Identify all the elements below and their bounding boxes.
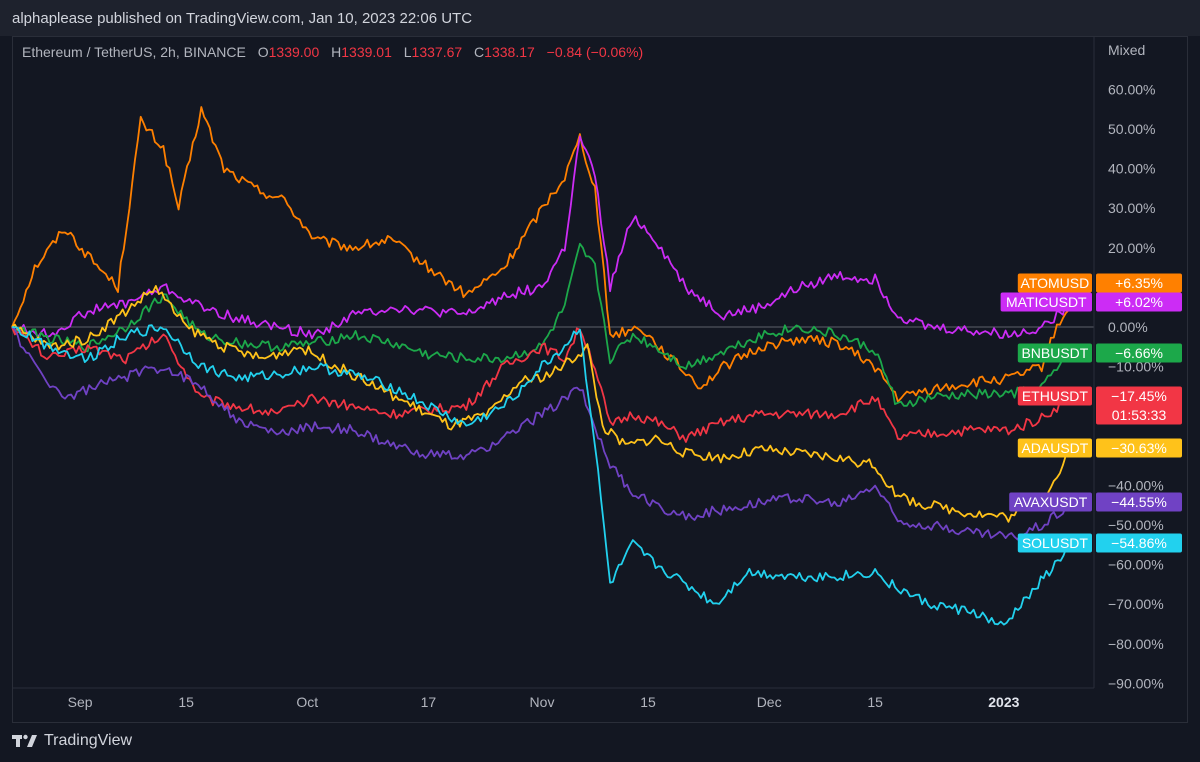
price-axis[interactable]: 60.00%50.00%40.00%30.00%20.00%10.00%0.00… — [1108, 81, 1164, 691]
series-value-box — [1096, 386, 1182, 425]
high-label: H — [331, 44, 342, 60]
series-label-adausdt[interactable]: ADAUSDT −30.63% — [1017, 438, 1182, 458]
y-tick-label: −90.00% — [1108, 675, 1164, 691]
x-tick-label: Nov — [530, 694, 555, 710]
x-tick-label: Oct — [296, 694, 318, 710]
x-tick-label: 2023 — [988, 694, 1019, 710]
series-line-ethusdt — [11, 326, 1073, 443]
series-layer — [11, 106, 1073, 626]
series-line-maticusdt — [11, 135, 1073, 340]
series-value-box — [1096, 533, 1182, 553]
x-tick-label: 15 — [178, 694, 194, 710]
series-value: +6.02% — [1115, 294, 1163, 310]
tradingview-logo-icon — [12, 734, 37, 747]
series-name: ADAUSDT — [1021, 440, 1088, 456]
footer: TradingView — [12, 732, 132, 750]
series-name-box — [1000, 292, 1092, 312]
brand-name: TradingView — [44, 732, 133, 749]
series-name: AVAXUSDT — [1014, 494, 1088, 510]
y-tick-label: 60.00% — [1108, 81, 1155, 97]
y-tick-label: −50.00% — [1108, 517, 1164, 533]
top-bar — [0, 0, 1200, 36]
change-value: −0.84 (−0.06%) — [546, 44, 644, 60]
low-label: L — [403, 44, 412, 60]
x-tick-label: Dec — [757, 694, 782, 710]
x-tick-label: 15 — [640, 694, 656, 710]
series-label-atomusd[interactable]: ATOMUSD +6.35% — [1017, 273, 1182, 293]
series-line-solusdt — [11, 324, 1073, 626]
series-value: −44.55% — [1111, 494, 1167, 510]
low-value: 1337.67 — [411, 44, 463, 60]
publisher-line: alphaplease published on TradingView.com… — [12, 10, 473, 27]
open-value: 1339.00 — [268, 44, 320, 60]
y-tick-label: −80.00% — [1108, 636, 1164, 652]
x-tick-label: Sep — [68, 694, 93, 710]
y-tick-label: −70.00% — [1108, 596, 1164, 612]
series-name: BNBUSDT — [1021, 345, 1088, 361]
series-name: ATOMUSD — [1021, 275, 1090, 291]
series-label-bnbusdt[interactable]: BNBUSDT −6.66% — [1017, 343, 1182, 363]
series-line-bnbusdt — [11, 242, 1073, 408]
series-name-box — [1009, 492, 1092, 512]
series-value-box — [1096, 292, 1182, 312]
series-name-box — [1017, 438, 1092, 458]
series-line-atomusd — [11, 106, 1073, 403]
series-line-adausdt — [11, 285, 1073, 523]
series-value: −54.86% — [1111, 535, 1167, 551]
series-label-avaxusdt[interactable]: AVAXUSDT −44.55% — [1009, 492, 1182, 512]
series-value: −17.45% — [1111, 388, 1167, 404]
y-tick-label: 30.00% — [1108, 200, 1155, 216]
series-name: ETHUSDT — [1022, 388, 1089, 404]
x-tick-label: 17 — [421, 694, 437, 710]
close-value: 1338.17 — [484, 44, 535, 60]
series-value-box — [1096, 343, 1182, 363]
series-value: +6.35% — [1115, 275, 1163, 291]
symbol-legend[interactable]: Ethereum / TetherUS, 2h, BINANCE O1339.0… — [22, 44, 643, 60]
symbol-title: Ethereum / TetherUS, 2h, BINANCE — [22, 44, 246, 60]
series-name: SOLUSDT — [1022, 535, 1089, 551]
high-value: 1339.01 — [341, 44, 392, 60]
series-value-box — [1096, 273, 1182, 293]
series-value: −6.66% — [1115, 345, 1163, 361]
y-tick-label: 20.00% — [1108, 240, 1155, 256]
series-name-box — [1017, 343, 1092, 363]
series-labels: ATOMUSD +6.35% MATICUSDT +6.02% BNBUSDT −6.66… — [1000, 273, 1182, 553]
series-name: MATICUSDT — [1006, 294, 1087, 310]
x-tick-label: 15 — [867, 694, 883, 710]
time-axis[interactable]: Sep 15 Oct 17 Nov 15 Dec 15 2023 — [68, 694, 1020, 710]
y-tick-label: 50.00% — [1108, 121, 1155, 137]
bar-countdown: 01:53:33 — [1112, 407, 1167, 423]
series-label-solusdt[interactable]: SOLUSDT −54.86% — [1017, 533, 1182, 553]
series-value-box — [1096, 492, 1182, 512]
series-label-ethusdt[interactable]: ETHUSDT −17.45% 01:53:33 — [1017, 386, 1182, 425]
series-label-maticusdt[interactable]: MATICUSDT +6.02% — [1000, 292, 1182, 312]
y-tick-label: −40.00% — [1108, 477, 1164, 493]
y-tick-label: −10.00% — [1108, 359, 1164, 375]
series-name-box — [1017, 533, 1092, 553]
open-label: O — [257, 44, 269, 60]
series-name-box — [1017, 386, 1092, 406]
y-tick-label: −60.00% — [1108, 557, 1164, 573]
y-tick-label: 0.00% — [1108, 319, 1148, 335]
series-name-box — [1017, 273, 1092, 293]
scale-mode-label[interactable]: Mixed — [1108, 42, 1146, 58]
y-tick-label: 40.00% — [1108, 161, 1155, 177]
close-label: C — [474, 44, 485, 60]
series-value: −30.63% — [1111, 440, 1167, 456]
chart-frame — [12, 36, 1188, 723]
series-line-avaxusdt — [11, 326, 1073, 541]
series-value-box — [1096, 438, 1182, 458]
